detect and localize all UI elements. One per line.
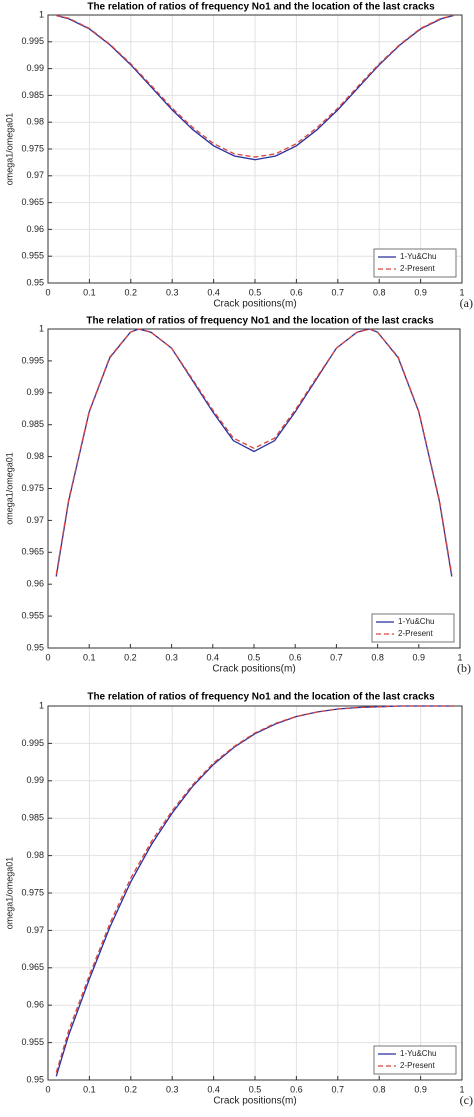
y-tick-label: 0.99 [26,387,44,397]
x-axis-label: Crack positions(m) [213,299,296,310]
legend-box [371,613,455,643]
y-axis-label: omega1/omega01 [4,857,14,930]
x-tick-label: 0.2 [125,1084,138,1094]
y-tick-label: 0.99 [26,63,44,73]
legend-box [373,248,457,278]
y-axis-label: omega1/omega01 [4,452,14,525]
x-tick-label: 0 [45,1084,50,1094]
y-tick-label: 0.955 [21,610,44,620]
x-axis-label: Crack positions(m) [213,1096,296,1107]
y-tick-label: 0.95 [26,277,44,287]
y-tick-label: 1 [39,700,44,710]
x-tick-label: 0.2 [124,652,137,662]
y-tick-label: 0.995 [21,738,44,748]
x-tick-label: 0.8 [373,1084,386,1094]
y-tick-label: 0.995 [21,355,44,365]
x-tick-label: 0.3 [166,1084,179,1094]
x-tick-label: 0.4 [207,1084,220,1094]
x-tick-label: 0.1 [83,652,96,662]
x-tick-label: 1 [459,1084,464,1094]
x-tick-label: 0.9 [414,287,427,297]
x-tick-label: 0.8 [373,287,386,297]
chart-title: The relation of ratios of frequency No1 … [87,692,435,703]
plot-area [48,329,460,648]
x-tick-label: 0.1 [83,287,96,297]
x-tick-label: 0.5 [249,287,262,297]
x-tick-label: 0.7 [332,287,345,297]
y-tick-label: 0.95 [26,642,44,652]
y-tick-label: 0.965 [21,547,44,557]
data-line [56,14,454,158]
x-tick-label: 0.5 [249,1084,262,1094]
y-tick-label: 0.975 [21,483,44,493]
x-tick-label: 0.6 [290,287,303,297]
x-tick-label: 0.8 [371,652,384,662]
legend-label: 2-Present [400,1061,435,1070]
legend-box [373,1045,457,1075]
y-tick-label: 0.965 [21,962,44,972]
x-tick-label: 0.7 [330,652,343,662]
chart-title: The relation of ratios of frequency No1 … [87,2,435,13]
x-tick-label: 0.6 [289,652,302,662]
y-tick-label: 0.975 [21,143,44,153]
plot-frame [47,328,461,649]
x-tick-label: 0 [45,287,50,297]
x-tick-label: 0.1 [83,1084,96,1094]
y-tick-label: 0.985 [21,813,44,823]
x-tick-label: 0.7 [332,1084,345,1094]
legend-label: 2-Present [400,264,435,273]
x-tick-label: 0.4 [207,287,220,297]
panel-label: (b) [457,661,471,675]
data-line [55,328,453,575]
y-tick-label: 0.96 [26,224,44,234]
y-tick-label: 0.97 [26,515,44,525]
y-tick-label: 0.965 [21,197,44,207]
y-tick-label: 0.995 [21,36,44,46]
y-tick-label: 1 [39,9,44,19]
y-tick-label: 0.975 [21,887,44,897]
y-tick-label: 0.98 [26,451,44,461]
y-axis-label: omega1/omega01 [4,113,14,186]
plot-frame [47,705,463,1081]
x-tick-label: 0 [45,652,50,662]
panel-label: (c) [460,1093,473,1107]
data-line [55,705,454,1073]
y-tick-label: 0.96 [26,579,44,589]
legend-label: 1-Yu&Chu [400,1049,436,1058]
x-tick-label: 0.2 [125,287,138,297]
x-tick-label: 0.6 [290,1084,303,1094]
panel-label: (a) [460,296,473,310]
plot-frame [47,14,463,284]
x-tick-label: 0.9 [413,652,426,662]
x-tick-label: 1 [459,287,464,297]
legend-label: 2-Present [398,629,433,638]
x-tick-label: 0.5 [248,652,261,662]
x-axis-label: Crack positions(m) [212,664,295,675]
legend-label: 1-Yu&Chu [398,617,434,626]
y-tick-label: 0.985 [21,90,44,100]
y-tick-label: 0.97 [26,925,44,935]
x-tick-label: 1 [457,652,462,662]
legend-label: 1-Yu&Chu [400,252,436,261]
y-tick-label: 0.98 [26,117,44,127]
y-tick-label: 0.98 [26,850,44,860]
y-tick-label: 0.96 [26,1000,44,1010]
x-tick-label: 0.3 [166,287,179,297]
y-tick-label: 0.955 [21,251,44,261]
y-tick-label: 0.985 [21,419,44,429]
y-tick-label: 0.955 [21,1037,44,1047]
y-tick-label: 0.97 [26,170,44,180]
x-tick-label: 0.3 [165,652,178,662]
y-tick-label: 1 [39,323,44,333]
x-tick-label: 0.4 [207,652,220,662]
y-tick-label: 0.95 [26,1074,44,1084]
chart-title: The relation of ratios of frequency No1 … [86,316,434,327]
y-tick-label: 0.99 [26,775,44,785]
x-tick-label: 0.9 [414,1084,427,1094]
